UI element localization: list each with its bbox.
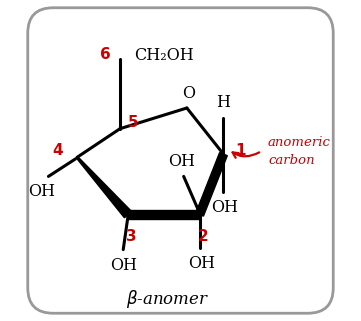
Text: OH: OH: [29, 183, 56, 200]
Polygon shape: [196, 152, 227, 216]
Polygon shape: [128, 211, 200, 219]
Text: 4: 4: [52, 143, 63, 159]
Text: $\beta$-anomer: $\beta$-anomer: [126, 288, 209, 310]
Text: 5: 5: [128, 115, 139, 130]
Text: OH: OH: [110, 256, 137, 273]
Text: carbon: carbon: [268, 154, 315, 167]
Text: 3: 3: [126, 229, 136, 244]
Polygon shape: [77, 157, 131, 218]
Text: anomeric: anomeric: [268, 136, 331, 150]
Text: O: O: [182, 85, 195, 102]
Text: OH: OH: [188, 255, 215, 272]
Text: 2: 2: [197, 229, 208, 244]
Text: OH: OH: [212, 199, 239, 216]
Text: H: H: [217, 93, 230, 110]
Text: 6: 6: [100, 48, 110, 62]
Text: 1: 1: [235, 143, 246, 159]
Text: CH₂OH: CH₂OH: [134, 47, 194, 64]
Text: OH: OH: [169, 153, 196, 170]
